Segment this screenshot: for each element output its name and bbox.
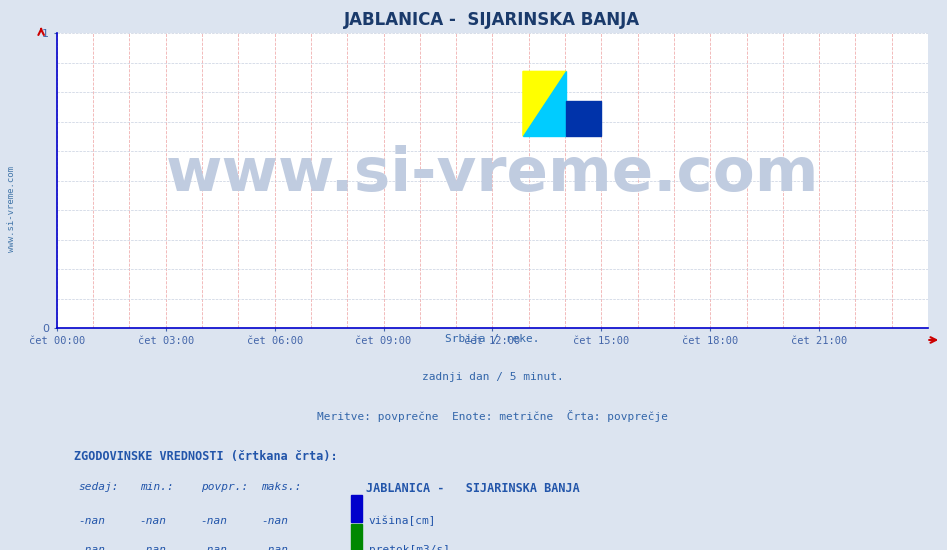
Text: -nan: -nan xyxy=(79,545,106,550)
Text: -nan: -nan xyxy=(201,545,227,550)
Text: sedaj:: sedaj: xyxy=(79,482,119,492)
Text: povpr.:: povpr.: xyxy=(201,482,248,492)
Text: ZGODOVINSKE VREDNOSTI (črtkana črta):: ZGODOVINSKE VREDNOSTI (črtkana črta): xyxy=(74,450,338,464)
Text: -nan: -nan xyxy=(139,545,167,550)
Text: www.si-vreme.com: www.si-vreme.com xyxy=(166,145,819,204)
Polygon shape xyxy=(523,72,566,136)
Text: -nan: -nan xyxy=(79,516,106,526)
Text: maks.:: maks.: xyxy=(261,482,302,492)
Bar xyxy=(566,101,601,136)
Text: Meritve: povprečne  Enote: metrične  Črta: povprečje: Meritve: povprečne Enote: metrične Črta:… xyxy=(317,410,668,422)
Text: -nan: -nan xyxy=(139,516,167,526)
Title: JABLANICA -  SIJARINSKA BANJA: JABLANICA - SIJARINSKA BANJA xyxy=(345,10,640,29)
Text: www.si-vreme.com: www.si-vreme.com xyxy=(7,166,16,252)
Text: -nan: -nan xyxy=(261,516,289,526)
Text: pretok[m3/s]: pretok[m3/s] xyxy=(368,545,450,550)
Bar xyxy=(351,495,362,522)
Bar xyxy=(351,524,362,550)
Text: Srbija / reke.: Srbija / reke. xyxy=(445,334,540,344)
Text: JABLANICA -   SIJARINSKA BANJA: JABLANICA - SIJARINSKA BANJA xyxy=(366,482,580,495)
Text: višina[cm]: višina[cm] xyxy=(368,516,437,526)
Polygon shape xyxy=(523,72,566,136)
Text: -nan: -nan xyxy=(201,516,227,526)
Text: min.:: min.: xyxy=(139,482,173,492)
Text: zadnji dan / 5 minut.: zadnji dan / 5 minut. xyxy=(421,372,563,382)
Text: -nan: -nan xyxy=(261,545,289,550)
